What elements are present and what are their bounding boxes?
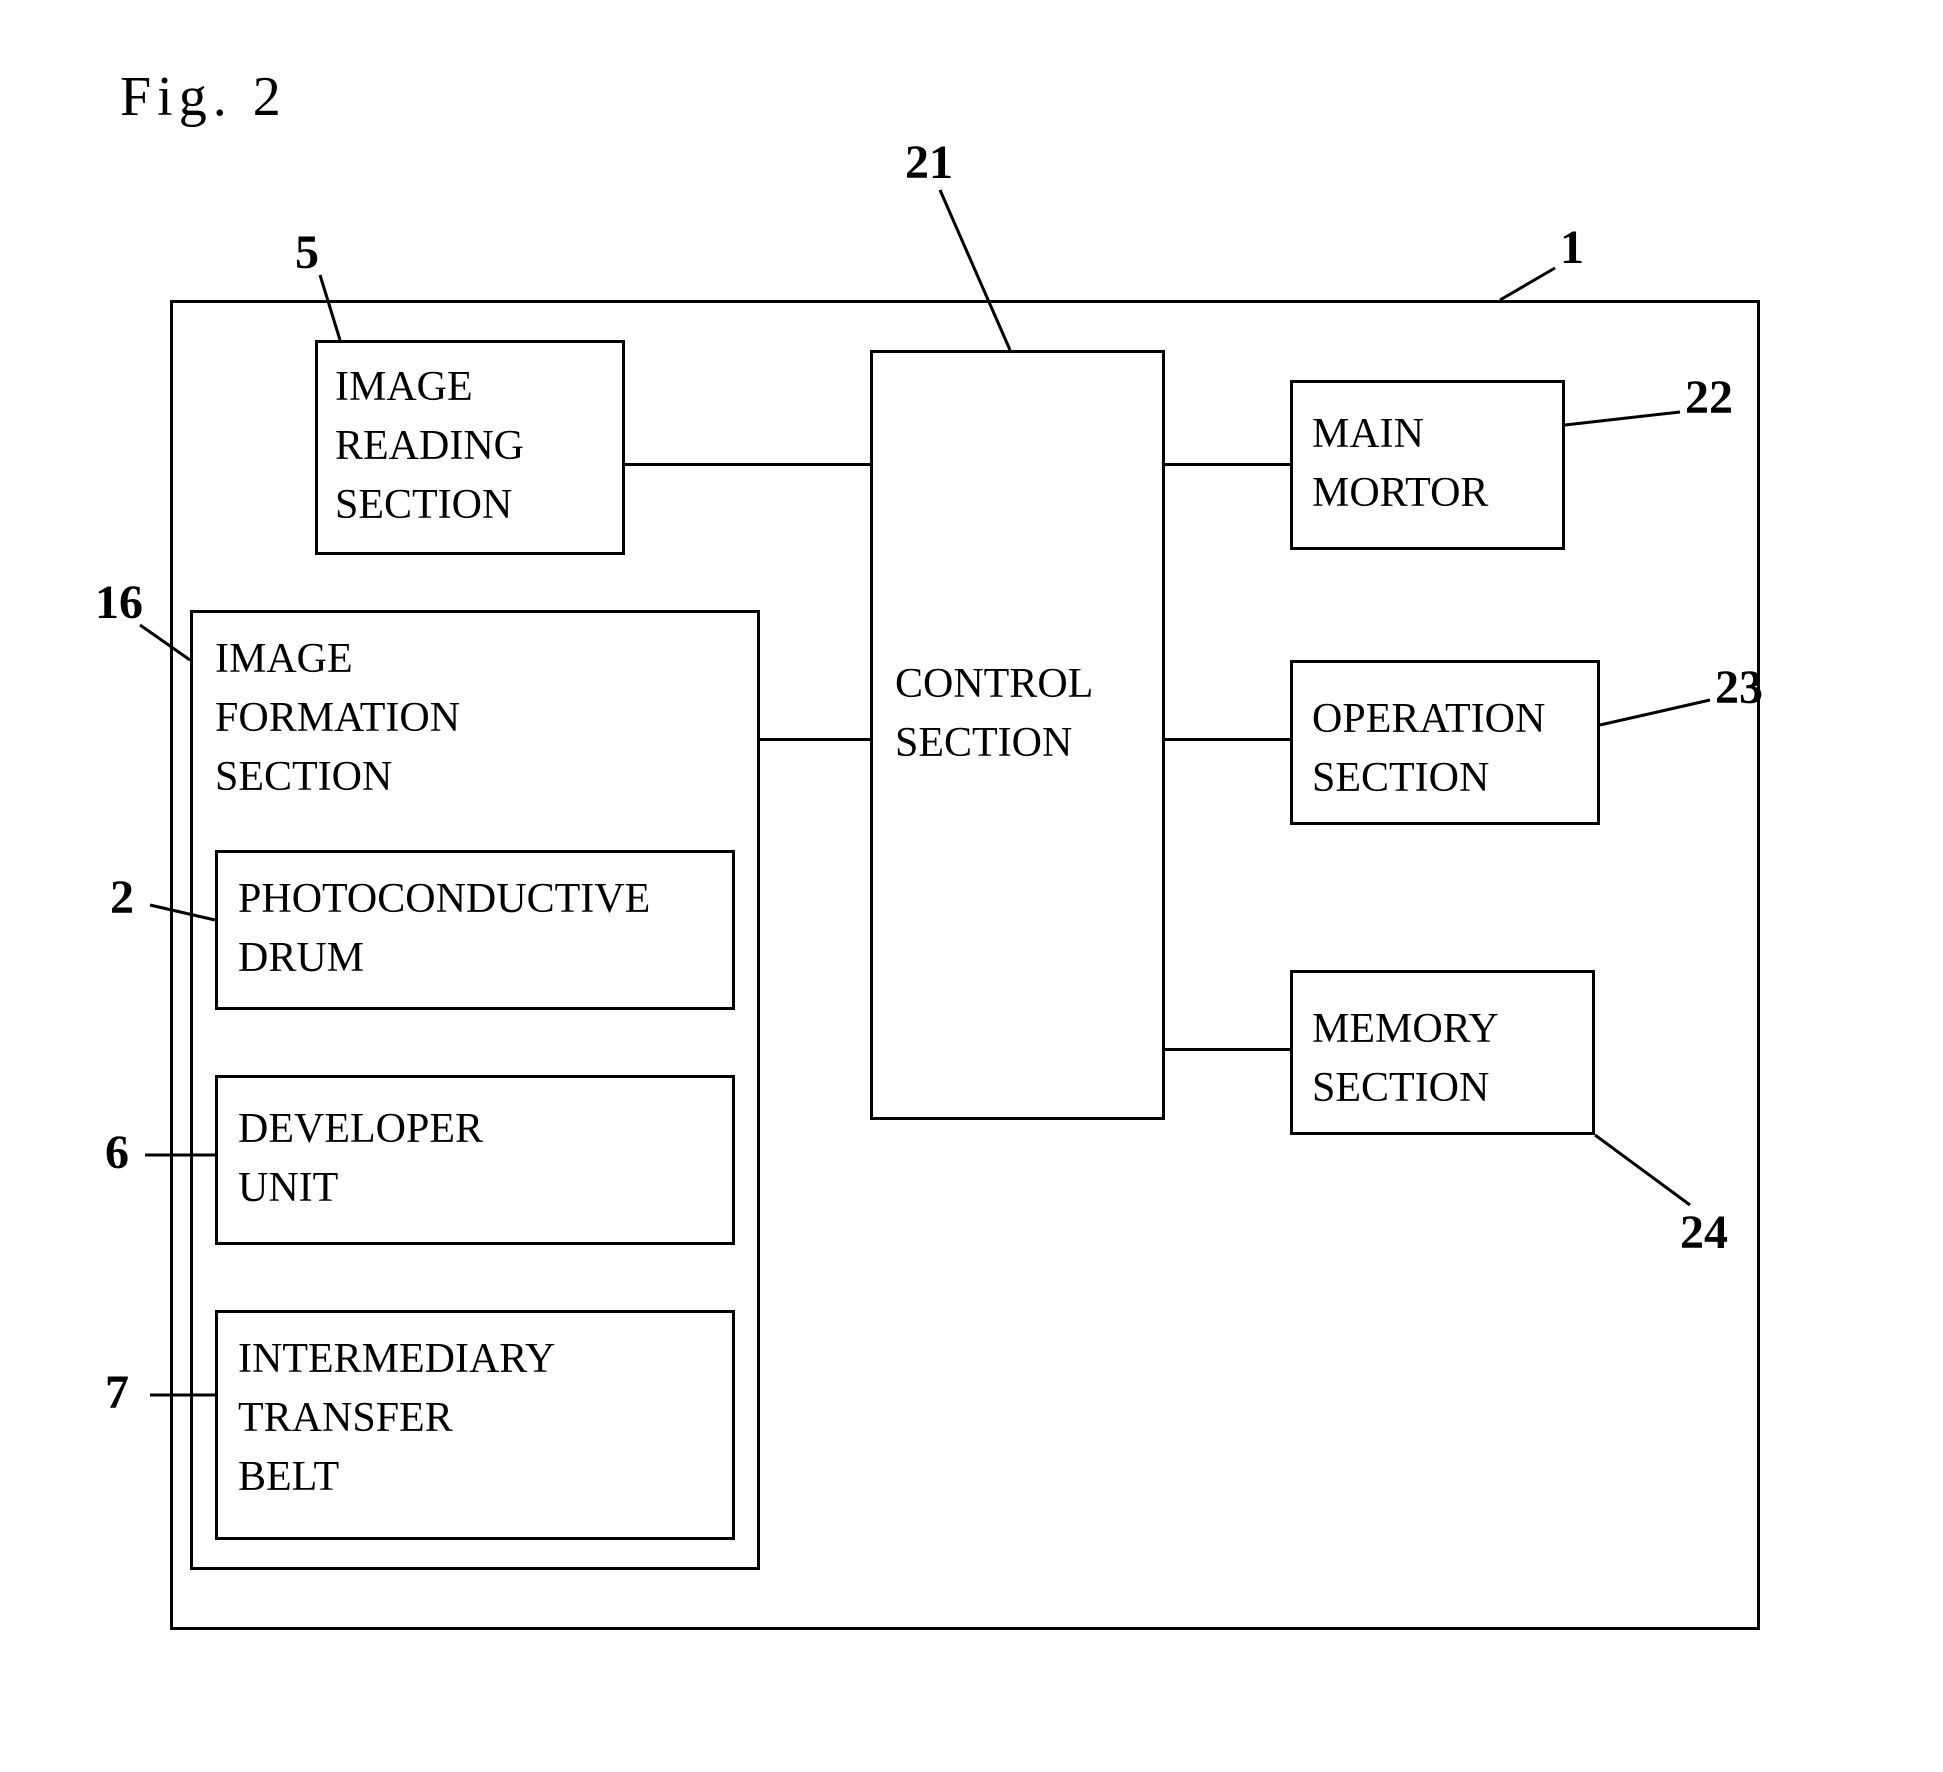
ref-1: 1 (1560, 220, 1584, 275)
connector-if-ctrl (760, 738, 870, 741)
ref-21: 21 (905, 135, 953, 190)
diagram-canvas: Fig. 2 IMAGE READING SECTION CONTROL SEC… (0, 0, 1943, 1772)
memory-label: MEMORY SECTION (1312, 1000, 1499, 1118)
ref-5: 5 (295, 225, 319, 280)
ref-22: 22 (1685, 370, 1733, 425)
image-formation-label: IMAGE FORMATION SECTION (215, 630, 460, 806)
ref-7: 7 (105, 1365, 129, 1420)
photoconductive-label: PHOTOCONDUCTIVE DRUM (238, 870, 650, 988)
connector-ctrl-mm (1165, 463, 1290, 466)
figure-caption: Fig. 2 (120, 65, 287, 129)
image-reading-label: IMAGE READING SECTION (335, 358, 524, 534)
ref-23: 23 (1715, 660, 1763, 715)
ref-6: 6 (105, 1125, 129, 1180)
main-motor-label: MAIN MORTOR (1312, 405, 1488, 523)
ref-2: 2 (110, 870, 134, 925)
operation-label: OPERATION SECTION (1312, 690, 1545, 808)
developer-label: DEVELOPER UNIT (238, 1100, 483, 1218)
ref-24: 24 (1680, 1205, 1728, 1260)
transfer-belt-label: INTERMEDIARY TRANSFER BELT (238, 1330, 555, 1506)
connector-ctrl-mem (1165, 1048, 1290, 1051)
connector-ir-ctrl (625, 463, 870, 466)
control-label: CONTROL SECTION (895, 655, 1093, 773)
ref-16: 16 (95, 575, 143, 630)
connector-ctrl-op (1165, 738, 1290, 741)
